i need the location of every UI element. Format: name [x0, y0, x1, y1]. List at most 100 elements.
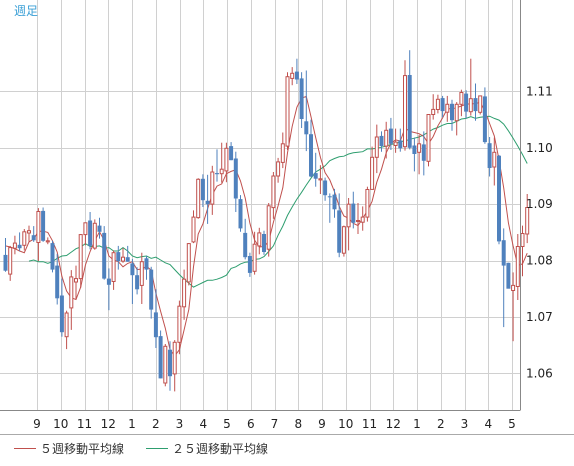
x-tick-label: 7: [271, 417, 279, 431]
candle-body: [27, 230, 31, 234]
candle-body: [309, 134, 313, 177]
candle: [511, 272, 516, 342]
candle-body: [130, 263, 135, 276]
candle: [215, 149, 219, 182]
candle: [398, 128, 403, 152]
candle-body: [520, 233, 525, 247]
candle-body: [407, 75, 412, 148]
candle: [8, 245, 13, 281]
candle: [497, 155, 501, 245]
candle: [111, 250, 116, 290]
candle: [64, 310, 69, 350]
candle-body: [182, 278, 187, 308]
candle-body: [121, 256, 125, 262]
candle-body: [492, 151, 497, 168]
candle-body: [459, 92, 464, 105]
candle-body: [215, 173, 219, 175]
candle: [106, 268, 111, 311]
candle: [196, 178, 201, 219]
candle: [501, 228, 506, 328]
candle-body: [83, 222, 88, 236]
candle-body: [482, 96, 487, 143]
candle: [92, 219, 97, 250]
candle-body: [356, 220, 360, 222]
candle-body: [388, 128, 393, 144]
x-tick-label: 12: [386, 417, 401, 431]
candle-body: [50, 243, 55, 270]
candle-body: [304, 121, 309, 135]
x-tick-label: 8: [294, 417, 302, 431]
ma5-series: [5, 95, 528, 357]
candle-body: [200, 178, 205, 201]
candle-body: [8, 247, 13, 275]
candle: [177, 300, 182, 355]
candle-body: [257, 232, 262, 247]
y-tick-label: 1.08: [526, 254, 553, 268]
candle: [506, 262, 511, 289]
legend-swatch-ma25: [146, 447, 169, 449]
candle: [393, 128, 398, 153]
candle-body: [440, 98, 445, 112]
candle: [525, 194, 530, 244]
candle: [271, 172, 276, 219]
candle-body: [393, 141, 398, 147]
candle-body: [125, 257, 130, 262]
candle-body: [238, 199, 243, 229]
candle: [172, 340, 177, 392]
candle-body: [229, 146, 234, 161]
candle-body: [473, 98, 478, 112]
candle: [403, 60, 407, 151]
y-tick-label: 1.10: [526, 141, 553, 155]
candle-body: [116, 252, 121, 262]
candle-body: [445, 103, 450, 113]
ma5-line: [5, 95, 528, 357]
candle-body: [515, 246, 520, 287]
candle-body: [299, 78, 304, 119]
candle-body: [149, 269, 154, 310]
candle-body: [435, 98, 440, 111]
candle: [327, 193, 332, 223]
candle: [69, 270, 74, 330]
candle-body: [92, 222, 97, 249]
candle-body: [318, 178, 323, 181]
x-tick-label: 3: [461, 417, 469, 431]
legend-label-ma25: ２５週移動平均線: [172, 441, 269, 456]
candle: [266, 203, 271, 257]
y-tick-label: 1.11: [526, 84, 553, 98]
candle-body: [64, 312, 69, 338]
candle-body: [262, 234, 266, 252]
candles: [3, 50, 530, 392]
candle-body: [332, 194, 337, 210]
candle: [125, 245, 130, 262]
x-tick-label: 4: [199, 417, 207, 431]
candle: [22, 229, 27, 251]
candle-body: [168, 349, 172, 377]
candle-body: [370, 156, 375, 190]
x-tick-label: 12: [101, 417, 116, 431]
candle: [487, 137, 492, 177]
candle: [59, 278, 64, 337]
candle-body: [41, 210, 46, 241]
candle: [247, 252, 252, 277]
candle-body: [285, 76, 290, 147]
candle-body: [69, 276, 74, 309]
candle: [374, 124, 379, 174]
candle-body: [205, 200, 210, 205]
y-tick-label: 1.09: [526, 197, 553, 211]
candle: [459, 89, 464, 117]
candle-body: [323, 180, 328, 196]
candle: [130, 258, 135, 304]
candle-body: [172, 341, 177, 375]
y-axis-ticks: 1.06 1.07 1.08 1.09 1.10 1.11: [526, 84, 553, 380]
candle-body: [144, 258, 149, 270]
candle-body: [417, 143, 422, 153]
candle: [384, 121, 389, 159]
candle-body: [276, 161, 281, 177]
ma25-series: [28, 115, 528, 288]
legend: ５週移動平均線 ２５週移動平均線: [14, 440, 290, 456]
candle-body: [337, 210, 342, 253]
candle-body: [454, 103, 459, 122]
candle-body: [450, 103, 454, 121]
